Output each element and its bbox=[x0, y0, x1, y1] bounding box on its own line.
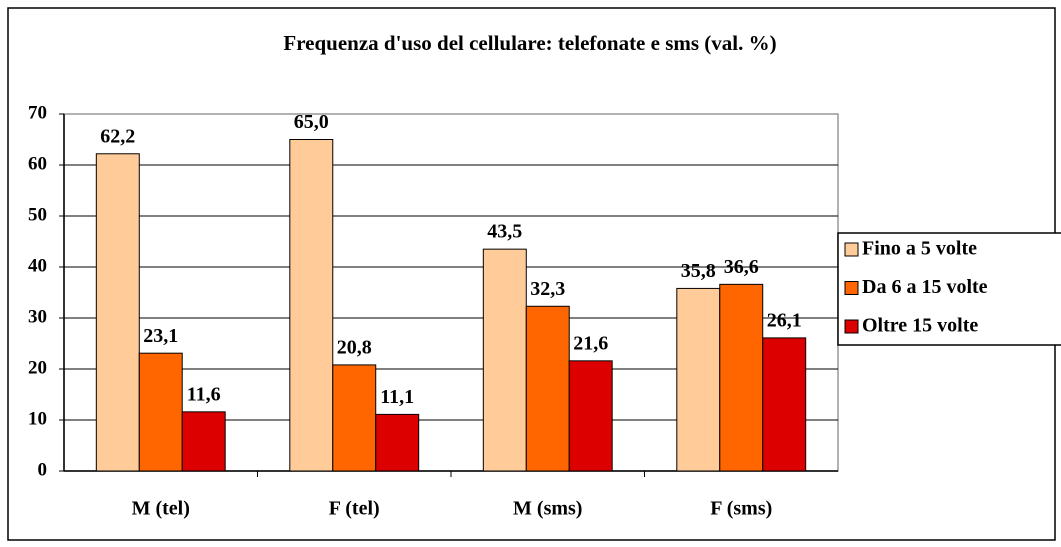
bar bbox=[332, 364, 377, 472]
value-label: 65,0 bbox=[294, 111, 329, 133]
bar bbox=[525, 305, 570, 472]
value-label: 62,2 bbox=[100, 125, 135, 147]
value-label: 36,6 bbox=[724, 256, 759, 278]
bar bbox=[568, 360, 613, 472]
bar bbox=[482, 248, 527, 472]
bar bbox=[719, 283, 764, 472]
legend-swatch bbox=[844, 242, 859, 257]
x-tick-label: M (sms) bbox=[513, 498, 582, 520]
value-label: 11,6 bbox=[187, 383, 221, 405]
legend-label: Oltre 15 volte bbox=[862, 315, 978, 337]
bar bbox=[676, 287, 721, 472]
y-tick-label: 0 bbox=[38, 459, 48, 480]
value-label: 32,3 bbox=[530, 278, 565, 300]
bar bbox=[138, 352, 183, 472]
legend-swatch bbox=[844, 319, 859, 334]
y-tick-label: 30 bbox=[28, 306, 47, 327]
legend-swatch bbox=[844, 281, 859, 295]
value-label: 20,8 bbox=[337, 337, 372, 359]
x-tick-label: M (tel) bbox=[132, 498, 190, 520]
legend-label: Da 6 a 15 volte bbox=[862, 276, 988, 298]
chart-title: Frequenza d'uso del cellulare: telefonat… bbox=[283, 31, 776, 55]
value-label: 21,6 bbox=[573, 332, 608, 354]
legend-label: Fino a 5 volte bbox=[862, 238, 977, 260]
value-label: 11,1 bbox=[380, 386, 414, 408]
bar bbox=[762, 337, 807, 472]
bar bbox=[289, 139, 334, 472]
x-tick-label: F (tel) bbox=[329, 498, 380, 520]
y-tick-label: 20 bbox=[28, 357, 47, 378]
value-label: 26,1 bbox=[767, 309, 802, 331]
y-tick-label: 40 bbox=[28, 255, 47, 276]
legend-box bbox=[837, 232, 1061, 346]
y-tick-label: 50 bbox=[28, 204, 47, 225]
bar bbox=[181, 411, 226, 472]
y-tick-label: 60 bbox=[28, 153, 47, 174]
bar bbox=[95, 153, 140, 472]
y-tick-label: 70 bbox=[28, 102, 47, 123]
value-label: 23,1 bbox=[143, 325, 178, 347]
value-label: 35,8 bbox=[681, 260, 716, 282]
x-tick-label: F (sms) bbox=[710, 498, 772, 520]
y-tick-label: 10 bbox=[28, 408, 47, 429]
bar bbox=[375, 413, 420, 472]
value-label: 43,5 bbox=[487, 221, 522, 243]
